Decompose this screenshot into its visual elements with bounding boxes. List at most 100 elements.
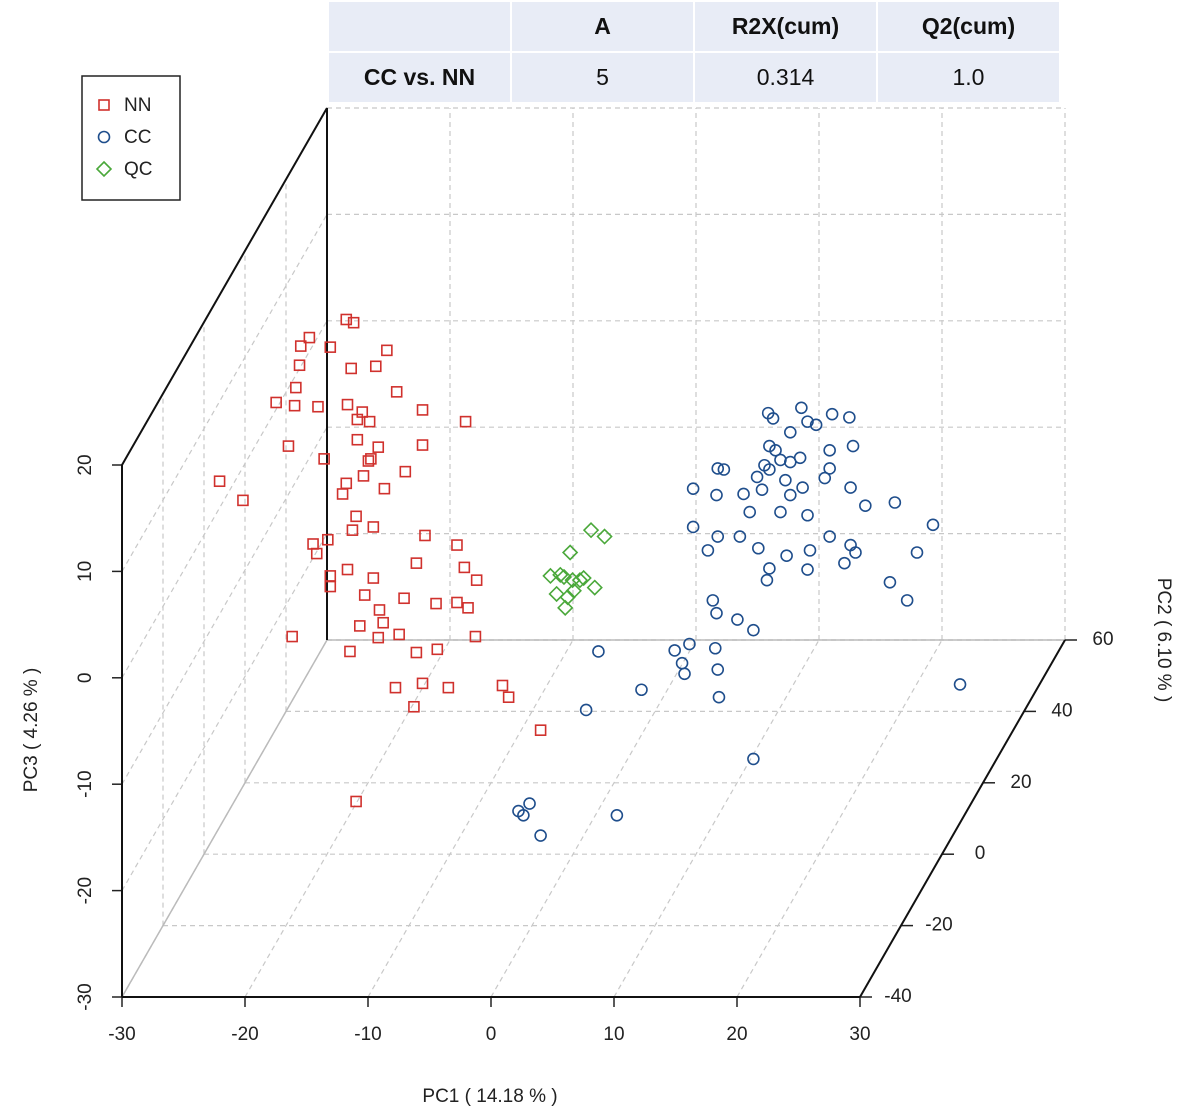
point [706, 594, 720, 607]
point [760, 573, 774, 587]
point [307, 538, 319, 550]
point [910, 546, 924, 559]
point [347, 316, 360, 329]
point [351, 433, 364, 446]
point [358, 589, 371, 601]
point [783, 488, 797, 502]
point [372, 441, 385, 453]
point [846, 439, 860, 453]
grid-line [244, 639, 451, 998]
x-tick-label: 0 [486, 1024, 497, 1045]
point [717, 463, 731, 476]
point [774, 505, 787, 519]
point [783, 425, 797, 439]
point [442, 681, 455, 694]
point [369, 360, 382, 373]
point [318, 453, 330, 465]
point [803, 544, 817, 557]
point [559, 589, 576, 606]
points [213, 313, 967, 842]
grid-line [367, 639, 574, 998]
point [416, 677, 429, 690]
point [324, 580, 337, 593]
point [470, 574, 483, 586]
box-edge [121, 107, 328, 466]
point [389, 681, 402, 694]
point [710, 488, 723, 502]
point [737, 487, 750, 501]
point [341, 398, 354, 411]
point [517, 809, 530, 822]
point [953, 678, 967, 691]
point [419, 529, 431, 542]
point [362, 455, 375, 467]
point [586, 579, 603, 596]
y-tick-label: 40 [1051, 700, 1072, 721]
point [801, 415, 814, 428]
y-axis-label: PC2 ( 6.10 % ) [1153, 578, 1174, 703]
point [596, 528, 613, 545]
x-tick-label: 20 [726, 1024, 747, 1045]
point [796, 481, 809, 494]
point [795, 401, 808, 415]
point [534, 829, 547, 842]
point [582, 522, 600, 539]
point [340, 477, 353, 490]
point [561, 544, 579, 561]
point [451, 539, 463, 551]
point [557, 599, 574, 616]
point [213, 475, 226, 488]
grid [121, 107, 1066, 998]
point [801, 508, 814, 522]
z-tick-label: 0 [75, 673, 96, 684]
point [357, 470, 370, 482]
legend-marker [97, 130, 111, 144]
point [747, 623, 760, 637]
table-header-cell: Q2(cum) [876, 0, 1061, 53]
point [523, 797, 536, 810]
point [293, 359, 306, 372]
point [398, 592, 410, 605]
point [779, 473, 792, 487]
z-tick-label: 20 [75, 454, 96, 475]
point [635, 683, 648, 697]
point [363, 415, 376, 428]
y-tick-label: -20 [925, 915, 952, 936]
x-tick-label: 30 [849, 1024, 870, 1045]
table-header-cell: A [510, 0, 695, 53]
legend-marker [98, 99, 110, 111]
point [290, 381, 302, 394]
point [838, 556, 851, 570]
point [367, 521, 380, 533]
point [270, 396, 282, 409]
point [294, 340, 307, 352]
point [310, 547, 323, 560]
point [237, 494, 249, 507]
point [322, 533, 334, 546]
x-tick-label: -30 [108, 1024, 135, 1045]
legend-label: CC [124, 127, 151, 148]
point [351, 413, 364, 426]
point [462, 602, 474, 614]
point [548, 585, 565, 603]
point [288, 399, 301, 412]
legend-label: QC [124, 159, 153, 180]
point [780, 549, 793, 562]
point [883, 575, 897, 589]
point [303, 331, 316, 344]
point [571, 572, 589, 589]
point [469, 630, 482, 643]
point [459, 415, 472, 428]
point [825, 407, 839, 421]
point [341, 563, 354, 576]
point [843, 411, 856, 424]
z-tick-label: -30 [75, 983, 96, 1010]
point [534, 724, 547, 736]
point [750, 470, 764, 484]
point [431, 643, 444, 656]
point [711, 462, 725, 475]
point [367, 572, 380, 584]
point [743, 505, 757, 519]
